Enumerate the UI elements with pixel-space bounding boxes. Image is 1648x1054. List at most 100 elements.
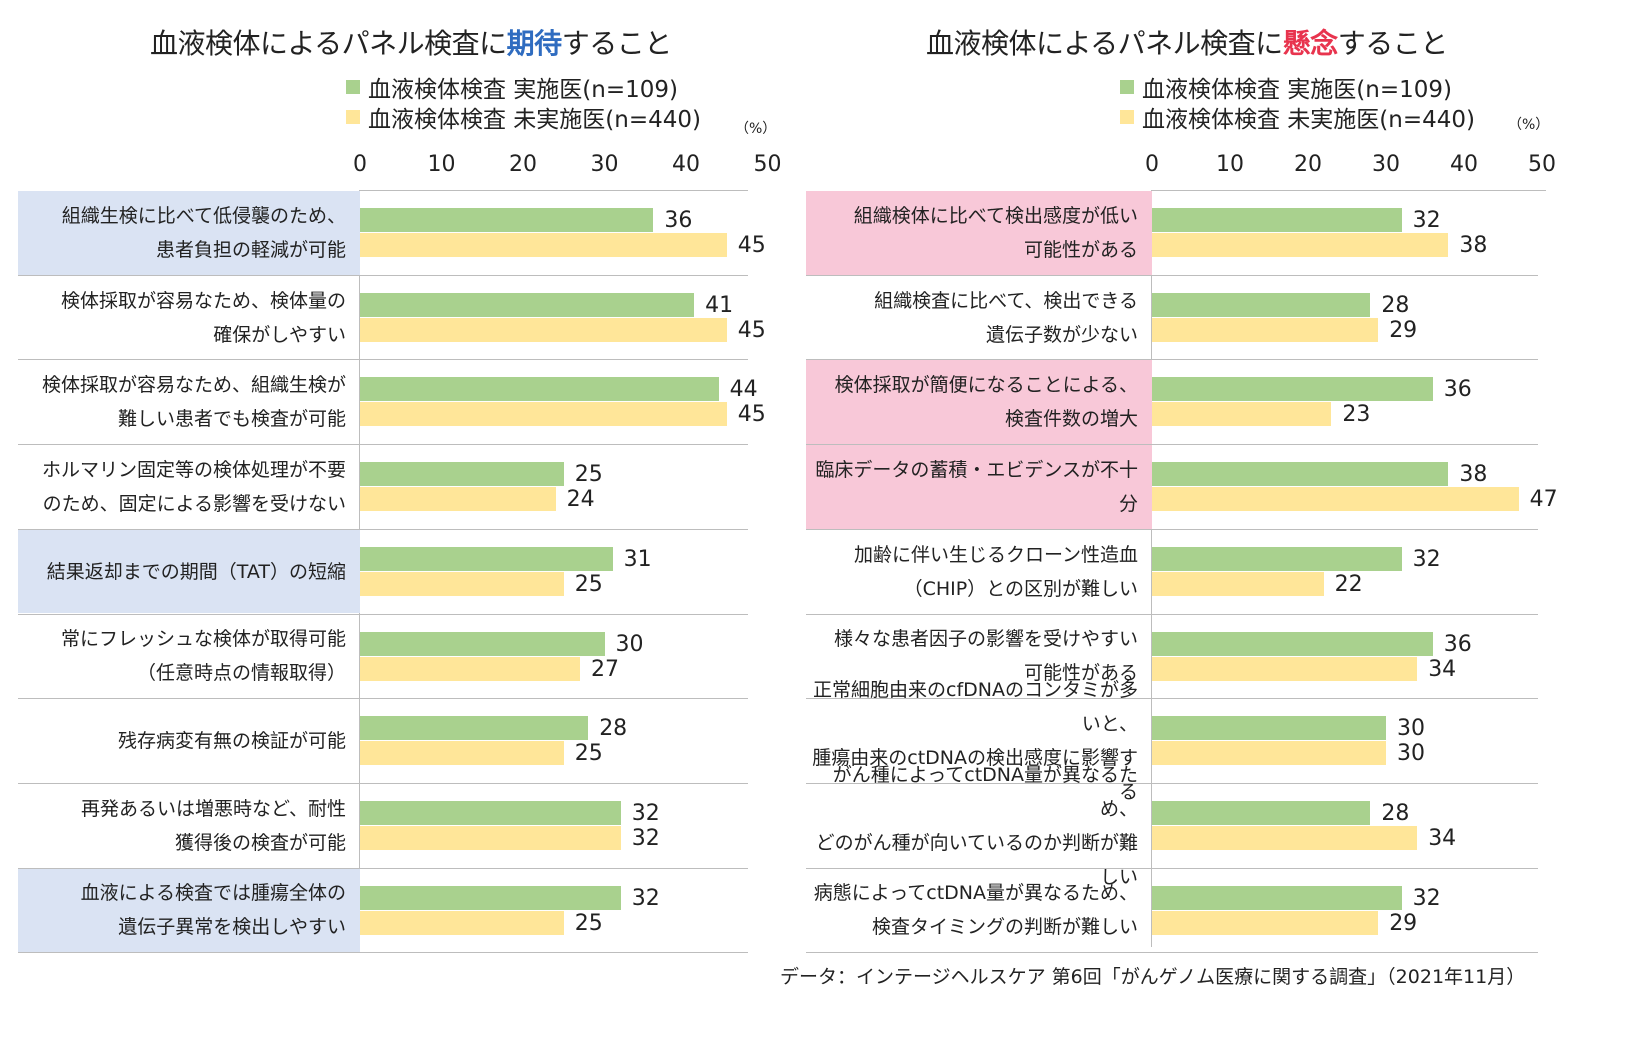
- bar-not-performed: [1152, 233, 1449, 257]
- row-separator: [806, 952, 1538, 954]
- category-label-text: 臨床データの蓄積・エビデンスが不十分: [806, 453, 1138, 521]
- category-label: 検体採取が容易なため、検体量の 確保がしやすい: [18, 276, 360, 360]
- bar-performed: [360, 208, 654, 232]
- bar-performed: [1152, 546, 1402, 571]
- legend-item-not-performed: 血液検体検査 未実施医(n=440): [1120, 102, 1476, 133]
- category-label: 正常細胞由来のcfDNAのコンタミが多いと、 腫瘍由来のctDNAの検出感度に影響…: [806, 679, 1152, 803]
- category-label-text: 常にフレッシュな検体が取得可能 （任意時点の情報取得）: [61, 622, 346, 690]
- bar-value-label: 32: [1412, 546, 1441, 572]
- bar-value-label: 25: [574, 462, 603, 488]
- bar-performed: [360, 631, 605, 656]
- bar-not-performed: [360, 402, 727, 427]
- category-label-line: 組織検査に比べて、検出できる: [874, 289, 1138, 312]
- category-label: 組織生検に比べて低侵襲のため、 患者負担の軽減が可能: [18, 191, 360, 275]
- category-label-line: 臨床データの蓄積・エビデンスが不十分: [815, 458, 1138, 515]
- bar-value-label: 38: [1459, 462, 1488, 488]
- legend-label: 血液検体検査 実施医(n=109): [368, 77, 679, 103]
- category-label-line: 結果返却までの期間（TAT）の短縮: [46, 560, 346, 583]
- category-label-line: 病態によってctDNA量が異なるため、: [813, 882, 1138, 905]
- category-label-line: 検体採取が簡便になることによる、: [834, 374, 1138, 397]
- category-label-line: 確保がしやすい: [213, 323, 346, 346]
- legend-item-performed: 血液検体検査 実施医(n=109): [1120, 72, 1475, 103]
- bar-value-label: 36: [1443, 631, 1472, 657]
- category-label: 再発あるいは増悪時など、耐性獲得後の検査が可能: [18, 784, 360, 868]
- row-separator: [18, 952, 748, 954]
- category-label: 組織検査に比べて、検出できる 遺伝子数が少ない: [806, 276, 1152, 360]
- bar-performed: [360, 716, 589, 741]
- legend-label: 血液検体検査 未実施医(n=440): [1142, 107, 1476, 133]
- category-label: 常にフレッシュな検体が取得可能 （任意時点の情報取得）: [18, 615, 360, 699]
- bar-performed: [360, 377, 719, 402]
- x-tick-label: 30: [1372, 152, 1400, 177]
- row-separator: [18, 782, 748, 784]
- category-label: 検体採取が容易なため、組織生検が難しい患者でも検査が可能: [18, 360, 360, 444]
- category-label-text: 検体採取が容易なため、組織生検が難しい患者でも検査が可能: [42, 368, 346, 436]
- category-label-text: 加齢に伴い生じるクローン性造血 （CHIP）との区別が難しい: [854, 538, 1138, 606]
- category-label-line: 常にフレッシュな検体が取得可能: [60, 628, 346, 651]
- bar-value-label: 28: [1381, 800, 1410, 826]
- row-separator: [18, 444, 748, 446]
- category-label-line: 検査タイミングの判断が難しい: [871, 916, 1138, 939]
- bar-value-label: 31: [623, 546, 652, 572]
- y-axis-line: [1151, 190, 1152, 947]
- x-tick-label: 20: [509, 152, 537, 177]
- category-label-line: がん種によってctDNA量が異なるため、: [832, 763, 1138, 820]
- bar-value-label: 34: [1428, 656, 1457, 682]
- bar-value-label: 45: [737, 317, 766, 343]
- bar-performed: [1152, 716, 1386, 741]
- bar-value-label: 30: [615, 631, 644, 657]
- category-label-line: ホルマリン固定等の検体処理が不要: [41, 458, 346, 481]
- category-label-line: のため、固定による影響を受けない: [42, 492, 346, 515]
- bar-not-performed: [1152, 656, 1418, 681]
- category-label-line: 再発あるいは増悪時など、耐性: [80, 797, 346, 820]
- category-label-text: 結果返却までの期間（TAT）の短縮: [47, 555, 346, 589]
- row-separator: [18, 528, 748, 530]
- bar-value-label: 25: [574, 571, 603, 597]
- bar-value-label: 25: [574, 741, 603, 767]
- concern-chart-panel: 血液検体によるパネル検査に懸念すること 血液検体検査 実施医(n=109) 血液…: [780, 0, 1648, 1054]
- category-label: 残存病変有無の検証が可能: [18, 699, 360, 783]
- x-tick-label: 10: [427, 152, 456, 177]
- bar-value-label: 25: [574, 910, 603, 936]
- category-label-text: 検体採取が簡便になることによる、 検査件数の増大: [835, 368, 1138, 436]
- bar-value-label: 30: [1397, 741, 1425, 767]
- legend-swatch-green: [346, 80, 360, 94]
- bar-value-label: 47: [1529, 487, 1558, 513]
- chart-title: 血液検体によるパネル検査に期待すること: [150, 22, 672, 62]
- x-tick-label: 50: [753, 152, 782, 177]
- category-label-line: 様々な患者因子の影響を受けやすい: [833, 628, 1138, 651]
- bar-performed: [1152, 885, 1402, 910]
- category-label-line: 難しい患者でも検査が可能: [117, 408, 346, 431]
- category-label-line: 組織検体に比べて検出感度が低い: [853, 204, 1138, 227]
- x-tick-label: 10: [1216, 152, 1244, 177]
- bar-value-label: 22: [1334, 571, 1363, 597]
- unit-label: （%）: [735, 121, 777, 137]
- unit-label: （%）: [1508, 117, 1550, 133]
- bar-not-performed: [1152, 317, 1379, 342]
- bar-not-performed: [360, 571, 564, 596]
- category-label-text: 再発あるいは増悪時など、耐性獲得後の検査が可能: [81, 792, 346, 860]
- bar-not-performed: [360, 656, 581, 681]
- category-label-line: 検体採取が容易なため、組織生検が: [41, 374, 346, 397]
- bar-value-label: 45: [737, 233, 766, 258]
- bar-not-performed: [1152, 741, 1386, 766]
- category-label-line: 獲得後の検査が可能: [174, 831, 346, 854]
- bar-value-label: 32: [1412, 885, 1441, 911]
- category-label-line: 腫瘍由来のctDNAの検出感度に影響する: [812, 747, 1138, 804]
- row-separator: [806, 444, 1538, 446]
- x-tick-label: 20: [1294, 152, 1322, 177]
- category-label-text: 血液による検査では腫瘍全体の 遺伝子異常を検出しやすい: [81, 876, 346, 944]
- category-label-line: 組織生検に比べて低侵襲のため、: [61, 204, 346, 227]
- bar-value-label: 30: [1397, 716, 1425, 742]
- row-separator: [806, 613, 1538, 615]
- category-label-text: 残存病変有無の検証が可能: [118, 724, 346, 758]
- bar-not-performed: [1152, 910, 1379, 935]
- category-label-text: 様々な患者因子の影響を受けやすい 可能性がある: [834, 622, 1138, 690]
- row-separator: [18, 613, 748, 615]
- title-text: 血液検体によるパネル検査に: [150, 27, 507, 60]
- bar-value-label: 29: [1389, 910, 1418, 936]
- bar-performed: [360, 292, 695, 317]
- bar-value-label: 32: [631, 800, 660, 826]
- category-label-line: （CHIP）との区別が難しい: [903, 577, 1138, 600]
- category-label-text: 組織検査に比べて、検出できる 遺伝子数が少ない: [874, 284, 1138, 352]
